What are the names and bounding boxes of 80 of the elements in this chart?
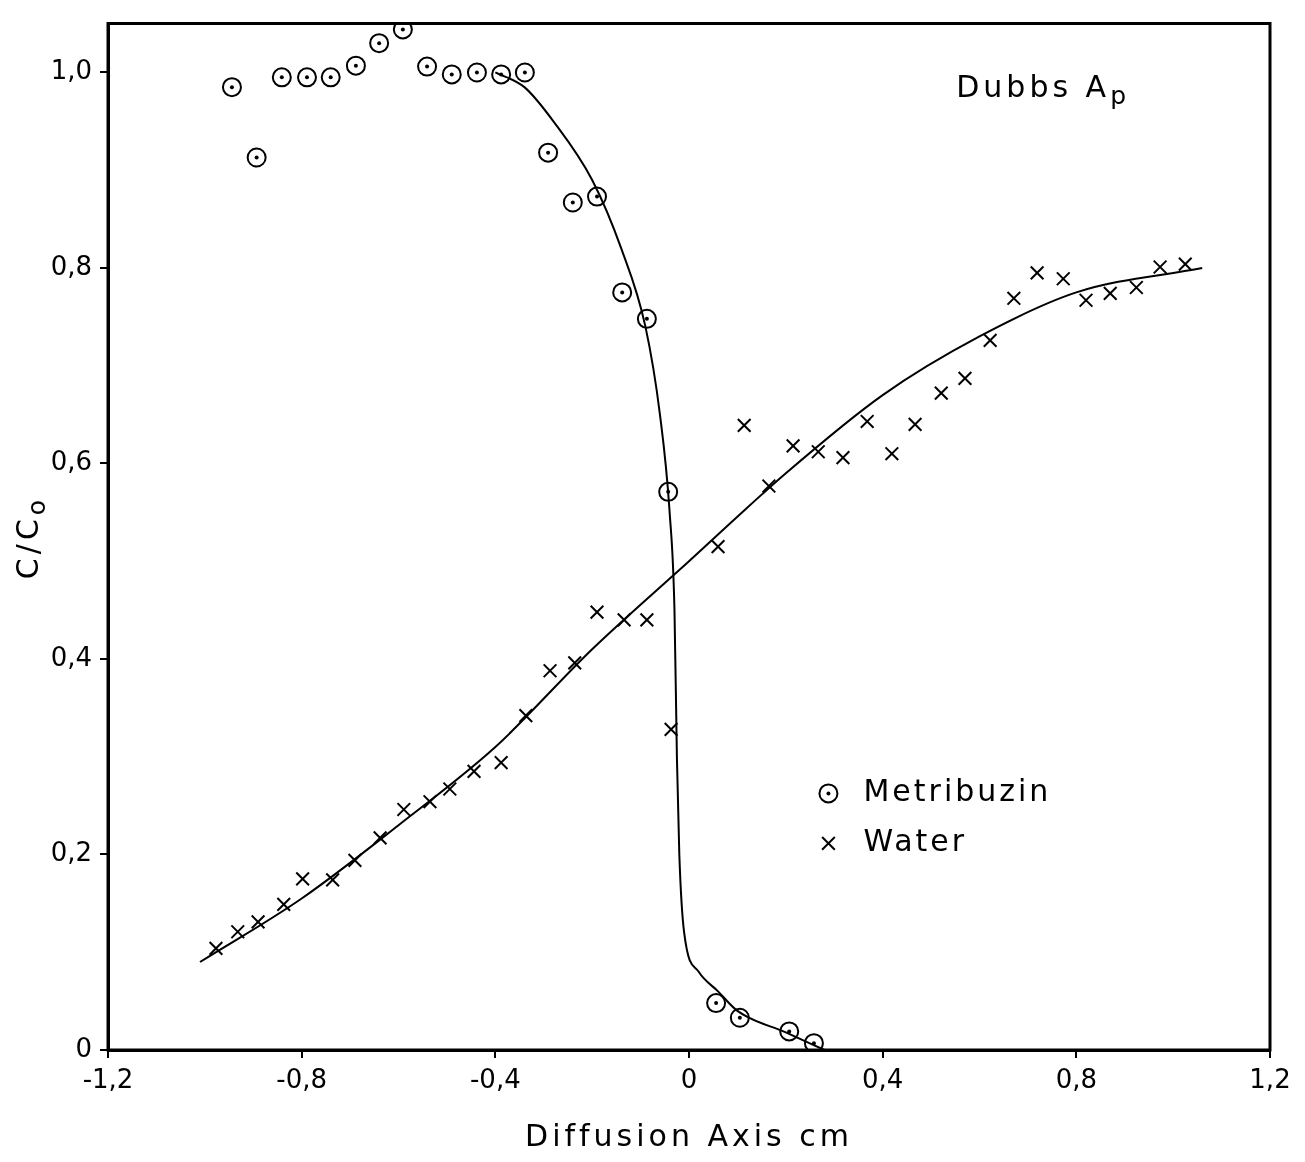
legend-label: Water (863, 823, 968, 859)
point (230, 924, 246, 940)
point (417, 56, 438, 77)
point (736, 418, 752, 433)
point (491, 64, 512, 85)
point (639, 612, 655, 628)
point (518, 708, 534, 724)
point (859, 414, 875, 429)
point (589, 604, 605, 620)
point (325, 872, 341, 888)
x-tick-label: 0 (680, 1064, 698, 1095)
point (810, 444, 826, 460)
point (369, 33, 390, 54)
point (1152, 259, 1168, 275)
x-tick-label: 0,8 (1055, 1064, 1098, 1095)
point (1177, 256, 1193, 272)
point (296, 67, 317, 88)
point (320, 67, 341, 88)
point (779, 1021, 800, 1042)
text: Dubbs A$_{p}$ (956, 68, 1130, 110)
point (710, 539, 726, 554)
point (396, 802, 412, 817)
point (1102, 286, 1118, 301)
y-tick-label: 0,4 (50, 641, 92, 672)
point (907, 417, 923, 432)
point (636, 308, 657, 329)
point (933, 385, 949, 401)
point (345, 55, 366, 76)
point (392, 23, 413, 40)
point (221, 77, 242, 98)
point (587, 186, 608, 207)
point (246, 147, 267, 168)
point (466, 764, 482, 779)
point (1078, 292, 1094, 308)
y-tick-label: 0,6 (50, 446, 92, 477)
x-tick-label: 1,2 (1249, 1064, 1291, 1095)
legend-label: Metribuzin (863, 773, 1052, 809)
point (785, 438, 801, 454)
y-tick-label: 0,8 (50, 250, 92, 281)
point (372, 830, 388, 846)
point (514, 62, 535, 83)
point (276, 896, 292, 912)
point (1129, 280, 1144, 295)
point (616, 612, 632, 628)
y-tick-label: 1,0 (50, 55, 92, 86)
point (542, 663, 558, 679)
y-tick-label: 0,2 (50, 837, 92, 868)
point (208, 940, 224, 956)
x-tick-label: -0,4 (469, 1064, 521, 1095)
point (1029, 265, 1045, 281)
point (663, 722, 679, 737)
point (250, 914, 266, 930)
point (442, 781, 458, 797)
point (441, 64, 462, 85)
point (957, 371, 973, 386)
point (835, 450, 851, 465)
point (271, 67, 292, 88)
point (493, 755, 509, 770)
point (658, 481, 679, 502)
point (761, 478, 777, 494)
point (1055, 271, 1071, 287)
point (729, 1007, 750, 1028)
point (422, 794, 438, 810)
point (1006, 290, 1022, 306)
point (612, 282, 633, 303)
point (803, 1033, 824, 1050)
point (982, 332, 998, 348)
point (347, 853, 363, 868)
point (567, 655, 583, 671)
point (466, 62, 487, 83)
x-tick-label: -0,8 (276, 1064, 328, 1095)
point (706, 993, 727, 1014)
x-tick-label: 0,4 (861, 1064, 904, 1095)
x-tick-label: -1,2 (82, 1064, 134, 1095)
point (538, 142, 559, 163)
point (884, 446, 900, 462)
point (562, 192, 583, 213)
y-tick-label: 0 (75, 1032, 92, 1063)
point (295, 871, 310, 887)
x-axis-title: Diffusion Axis cm (524, 1118, 854, 1153)
